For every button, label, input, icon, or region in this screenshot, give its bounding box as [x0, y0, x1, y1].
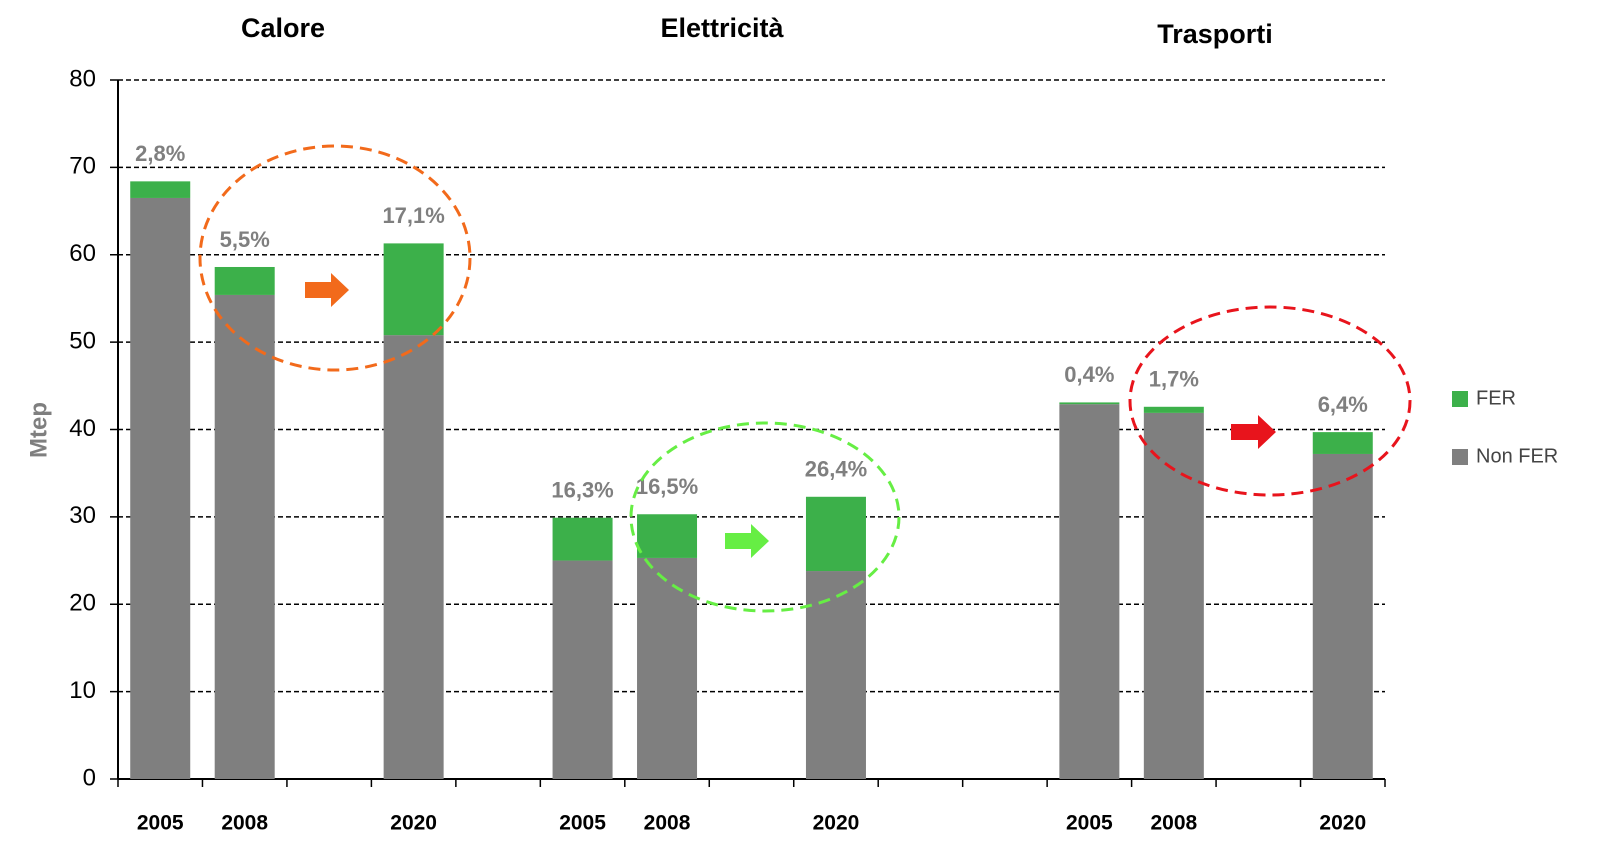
y-tick-label: 10 [69, 677, 96, 704]
group-label: Trasporti [1157, 19, 1273, 49]
bar-segment [1312, 432, 1373, 454]
x-tick-label: 2005 [137, 812, 184, 835]
bar-segment [383, 243, 444, 336]
bar-segment [552, 517, 613, 561]
x-tick-label: 2020 [1319, 812, 1366, 835]
y-tick-label: 30 [69, 502, 96, 529]
legend-swatch [1452, 449, 1468, 465]
share-label: 0,4% [1064, 362, 1114, 387]
y-tick-label: 60 [69, 240, 96, 267]
bar-segment [637, 557, 698, 779]
bar-segment [1312, 453, 1373, 779]
highlight-circle [198, 144, 472, 372]
bar-segment [130, 197, 191, 780]
y-tick-label: 20 [69, 590, 96, 617]
arrow [1231, 415, 1276, 449]
bar-segment [552, 560, 613, 779]
bar-segment [805, 571, 866, 779]
bar-segment [383, 335, 444, 779]
legend-label: FER [1476, 387, 1516, 409]
legend-swatch [1452, 391, 1468, 407]
x-tick-label: 2005 [1066, 812, 1113, 835]
share-label: 26,4% [805, 457, 867, 482]
group-label: Calore [241, 13, 325, 43]
bar-segment [214, 294, 275, 779]
x-tick-label: 2008 [221, 812, 268, 835]
arrow [725, 524, 769, 558]
x-tick-label: 2005 [559, 812, 606, 835]
share-label: 6,4% [1318, 392, 1368, 417]
bar-segment [637, 514, 698, 558]
bar-segment [1059, 404, 1120, 779]
x-tick-label: 2008 [1150, 812, 1197, 835]
share-label: 2,8% [135, 141, 185, 166]
bar-segment [1143, 406, 1204, 413]
x-tick-label: 2020 [390, 812, 437, 835]
x-tick-label: 2020 [813, 812, 860, 835]
legend-label: Non FER [1476, 445, 1558, 467]
share-label: 16,5% [636, 474, 698, 499]
bar-segment [805, 496, 866, 572]
y-tick-label: 80 [69, 65, 96, 92]
bar-segment [1059, 402, 1120, 405]
highlight-circle [1128, 305, 1412, 497]
y-tick-label: 40 [69, 415, 96, 442]
bar-segment [214, 266, 275, 295]
bar-segment [1143, 412, 1204, 779]
share-label: 17,1% [382, 203, 444, 228]
y-tick-label: 70 [69, 153, 96, 180]
y-tick-label: 50 [69, 327, 96, 354]
group-label: Elettricità [660, 13, 784, 43]
y-tick-label: 0 [83, 764, 96, 791]
highlight-circle [629, 421, 901, 613]
share-label: 1,7% [1149, 367, 1199, 392]
share-label: 5,5% [220, 227, 270, 252]
x-tick-label: 2008 [644, 812, 691, 835]
share-label: 16,3% [551, 478, 613, 503]
arrow [305, 273, 349, 307]
bar-segment [130, 181, 191, 198]
y-axis-label: Mtep [25, 402, 52, 458]
